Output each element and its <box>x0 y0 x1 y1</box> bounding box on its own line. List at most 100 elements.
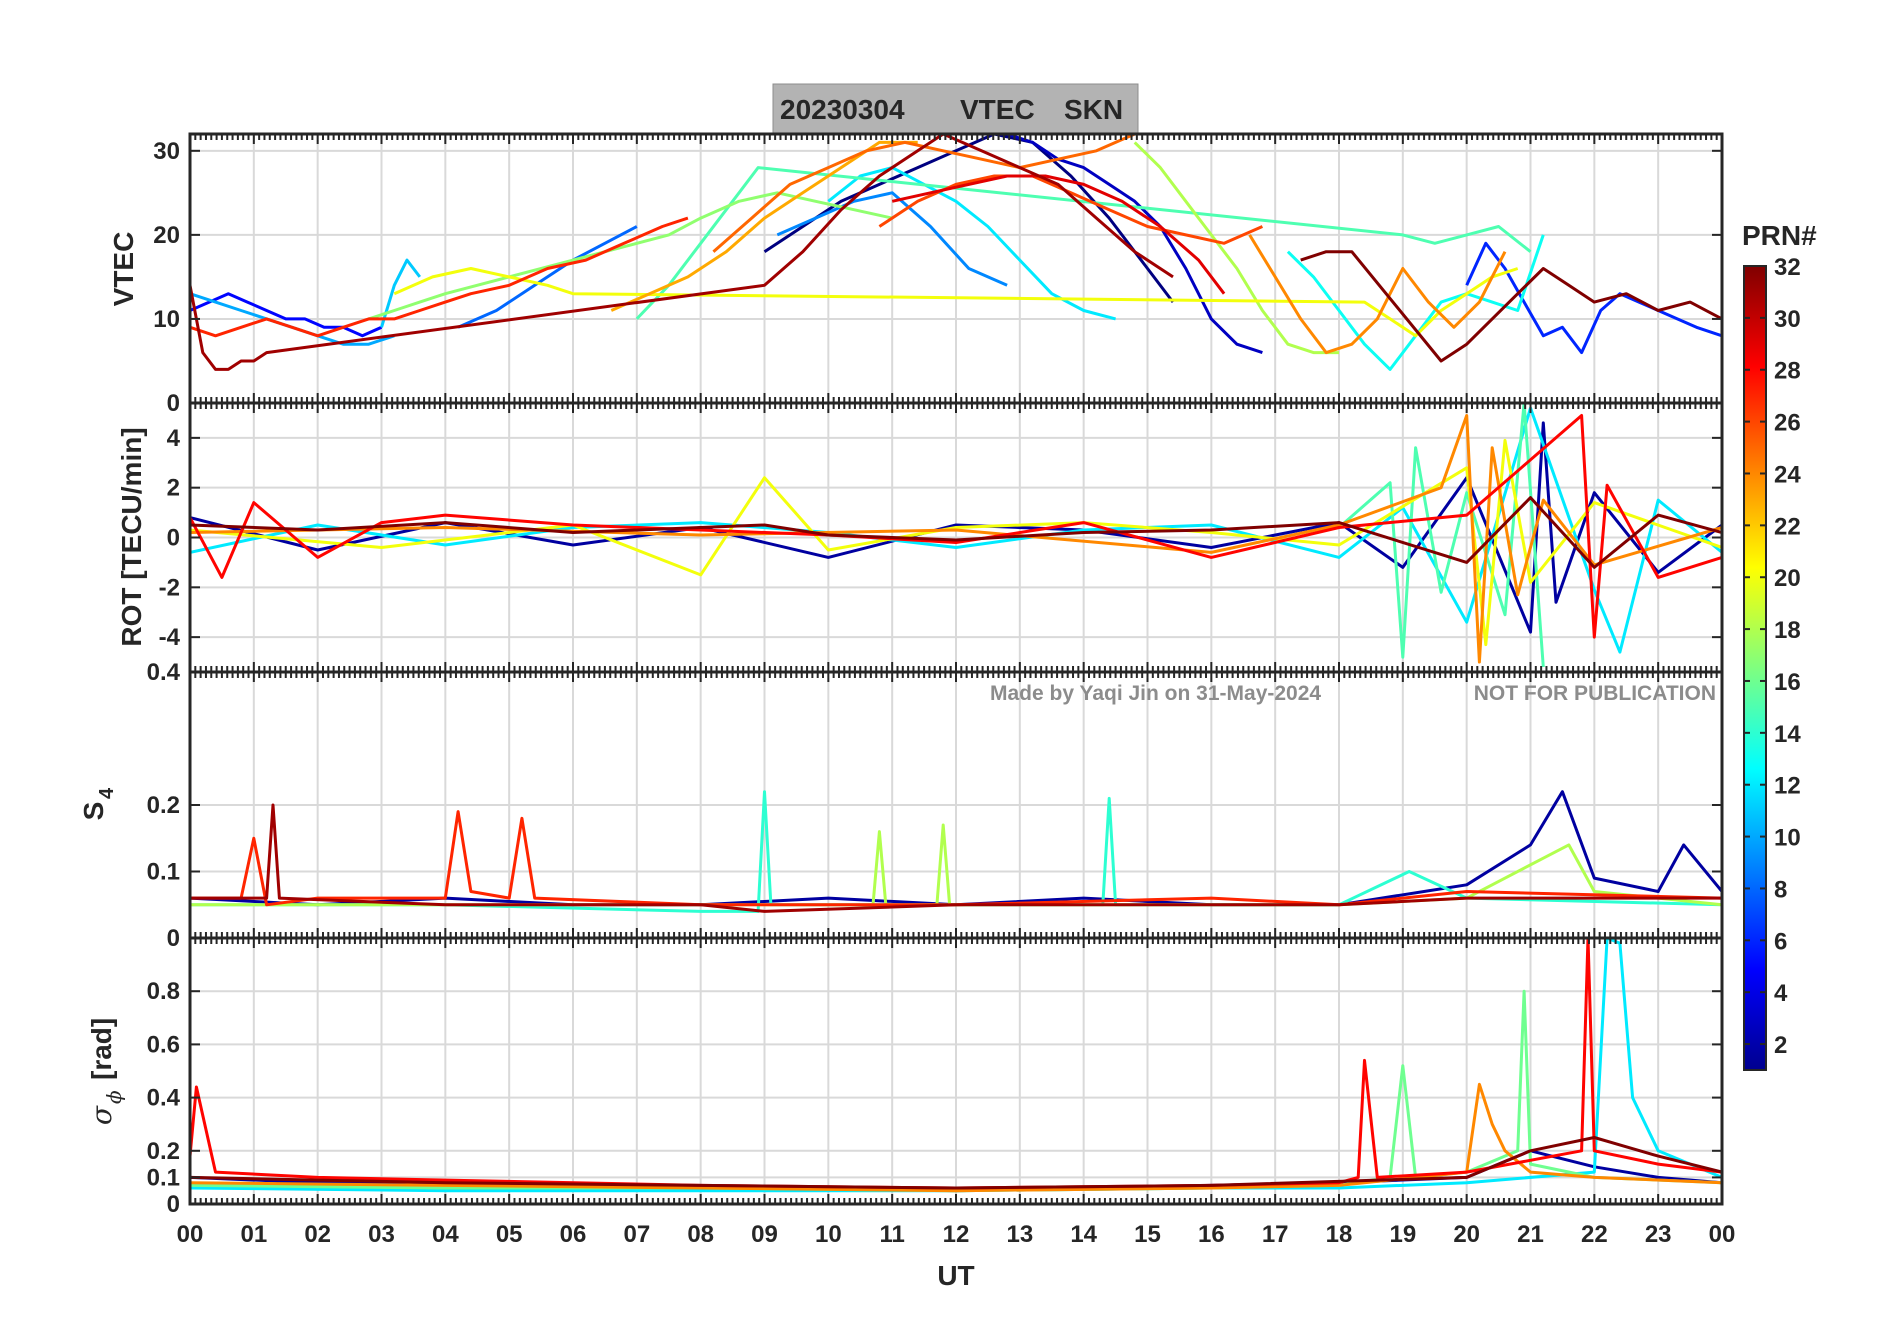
colorbar-tick-label: 6 <box>1774 928 1787 955</box>
series-line-prn-24 <box>1248 234 1507 355</box>
x-tick-label: 17 <box>1262 1221 1289 1248</box>
x-tick-label: 08 <box>687 1221 714 1248</box>
series-line-prn-32 <box>1300 250 1722 363</box>
series-line-prn-29 <box>891 174 1226 295</box>
x-tick-label: 11 <box>879 1221 904 1248</box>
x-tick-label: 20 <box>1453 1221 1480 1248</box>
y-tick-label: 10 <box>153 306 180 333</box>
panel-s4: 0 0.1 0.2 0.4 <box>147 659 1724 952</box>
colorbar-tick-label: 12 <box>1774 773 1801 800</box>
x-tick-label: 07 <box>623 1221 650 1248</box>
series-group <box>190 790 1722 913</box>
x-tick-label: 21 <box>1517 1221 1544 1248</box>
series-line-prn-28 <box>190 414 1722 639</box>
series-line-prn-32 <box>190 1136 1722 1190</box>
x-tick-label: 04 <box>432 1221 459 1248</box>
series-group <box>190 938 1722 1193</box>
series-line-prn-12 <box>190 406 1722 654</box>
panel-rot: -4 -2 0 2 4 <box>159 401 1724 674</box>
colorbar-tick-label: 30 <box>1774 306 1801 333</box>
xlabel: UT <box>937 1260 974 1291</box>
colorbar-tick-label: 10 <box>1774 825 1801 852</box>
x-tick-label: 18 <box>1326 1221 1353 1248</box>
x-tick-label: 06 <box>560 1221 587 1248</box>
series-line-prn-5 <box>190 292 383 338</box>
y-tick-label: 0.4 <box>147 1085 181 1112</box>
ylabel-sigphi-greek: σ <box>85 1105 118 1125</box>
series-line-prn-24 <box>190 414 1722 664</box>
x-tick-label: 02 <box>304 1221 331 1248</box>
series-line-prn-18 <box>1133 141 1339 355</box>
colorbar-tick-label: 28 <box>1774 358 1801 385</box>
colorbar-tick-label: 26 <box>1774 410 1801 437</box>
colorbar-tick-label: 4 <box>1774 980 1788 1007</box>
ylabel-s4-sub: 4 <box>96 787 118 799</box>
ylabel-s4-main: S <box>78 802 109 821</box>
y-tick-label: -4 <box>159 624 181 651</box>
series-line-prn-12 <box>827 166 1116 321</box>
colorbar-tick-label: 16 <box>1774 669 1801 696</box>
x-tick-label: 10 <box>815 1221 842 1248</box>
x-tick-label: 01 <box>240 1221 267 1248</box>
series-line-prn-31 <box>190 134 1174 371</box>
series-line-prn-2 <box>190 421 1722 634</box>
series-line-prn-17 <box>368 191 893 321</box>
ylabel-sigphi: σ ϕ [rad] <box>85 1018 126 1125</box>
y-tick-label: 4 <box>167 425 181 452</box>
x-tick-label: 00 <box>1709 1221 1736 1248</box>
y-tick-label: 2 <box>167 475 180 502</box>
x-tick-label: 15 <box>1134 1221 1161 1248</box>
panel-vtec: 0 10 20 30 <box>153 132 1724 417</box>
x-tick-label: 09 <box>751 1221 778 1248</box>
ylabel-sigphi-sub: ϕ <box>102 1090 126 1104</box>
y-tick-label: 0.4 <box>147 659 181 686</box>
series-line-prn-11 <box>380 258 421 328</box>
colorbar-tick-label: 8 <box>1774 876 1787 903</box>
colorbar-tick-label: 24 <box>1774 461 1801 488</box>
x-tick-label: 13 <box>1006 1221 1033 1248</box>
x-tick-label: 23 <box>1645 1221 1672 1248</box>
series-line-prn-32 <box>190 496 1722 569</box>
series-line-prn-6 <box>1465 241 1722 355</box>
ylabel-sigphi-unit: [rad] <box>86 1018 117 1080</box>
colorbar-tick-label: 2 <box>1774 1032 1787 1059</box>
y-tick-label: 30 <box>153 138 180 165</box>
series-line-prn-9 <box>776 191 1008 287</box>
x-tick-label: 22 <box>1581 1221 1608 1248</box>
series-line-prn-8 <box>457 225 638 329</box>
ylabel-s4: S 4 <box>78 787 118 820</box>
panels: 0102030-4-202400.10.20.400.10.20.40.60.8… <box>147 132 1736 1248</box>
x-tick-label: 14 <box>1070 1221 1097 1248</box>
y-tick-label: 0.1 <box>147 859 180 886</box>
series-group <box>190 403 1722 668</box>
ylabel-vtec: VTEC <box>108 232 139 307</box>
y-tick-label: 0.8 <box>147 978 180 1005</box>
x-tick-label: 00 <box>177 1221 204 1248</box>
x-tick-labels: 00 01 02 03 04 05 06 07 08 09 10 11 12 13 14 15 16 17 18 19… <box>177 1221 1736 1248</box>
y-tick-label: 0 <box>167 925 180 952</box>
x-tick-label: 03 <box>368 1221 395 1248</box>
watermark-author: Made by Yaqi Jin on 31-May-2024 <box>990 682 1321 705</box>
x-tick-label: 19 <box>1389 1221 1416 1248</box>
colorbar-tick-label: 14 <box>1774 721 1801 748</box>
title-box <box>772 83 1139 135</box>
colorbar-tick-label: 18 <box>1774 617 1801 644</box>
x-tick-label: 12 <box>943 1221 970 1248</box>
y-tick-label: 20 <box>153 222 180 249</box>
y-tick-label: -2 <box>159 574 180 601</box>
panel-sigphi: 00.10.2 0.4 0.6 0.8 <box>147 936 1724 1218</box>
series-line-prn-15 <box>635 166 1532 320</box>
y-tick-label: 0.6 <box>147 1031 180 1058</box>
series-group <box>190 134 1722 371</box>
colorbar-label: PRN# <box>1742 220 1817 251</box>
series-line-prn-27 <box>190 810 1722 907</box>
colorbar-tick-label: 22 <box>1774 513 1801 540</box>
series-line-prn-31 <box>190 803 1722 913</box>
series-line-prn-3 <box>1006 134 1263 355</box>
colorbar-tick-label: 20 <box>1774 565 1801 592</box>
y-tick-label: 0 <box>167 525 180 552</box>
ylabel-rot: ROT [TECU/min] <box>116 427 147 646</box>
colorbar-tick-label: 32 <box>1774 254 1801 281</box>
